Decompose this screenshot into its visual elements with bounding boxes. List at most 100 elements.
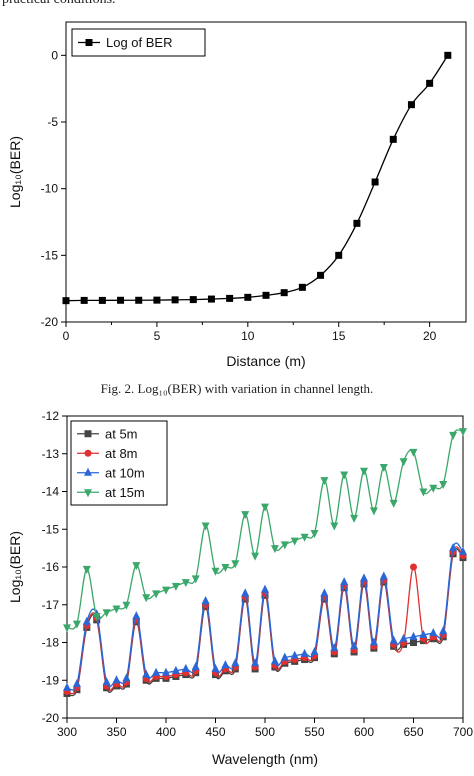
data-point	[389, 499, 398, 508]
data-point	[353, 219, 361, 227]
y-tick-label: -15	[41, 248, 59, 262]
y-tick-label: -12	[42, 409, 60, 423]
y-axis-title: Log₁₀(BER)	[7, 531, 23, 603]
data-point	[335, 251, 343, 259]
y-tick-label: 0	[51, 48, 58, 62]
legend-label: at 5m	[105, 426, 138, 441]
ber-vs-distance-chart: 0 5 10 15 20 0 -5 -10 -15 -20 Distance (m) Log₁₀(BE…	[7, 21, 467, 369]
data-point	[310, 530, 319, 539]
y-tick-label: -15	[42, 522, 60, 536]
x-tick-label: 550	[304, 725, 324, 739]
legend-label: at 8m	[105, 446, 138, 461]
data-point	[340, 471, 349, 480]
data-point	[280, 289, 288, 297]
data-point	[320, 588, 329, 597]
data-point	[350, 641, 359, 650]
legend-label: at 10m	[105, 465, 145, 480]
y-tick-label: -10	[41, 182, 59, 196]
data-point	[399, 458, 408, 467]
data-point	[369, 507, 378, 516]
data-point	[320, 477, 329, 486]
data-point	[379, 463, 388, 472]
x-tick-label: 10	[241, 329, 255, 343]
y-tick-label: -18	[42, 636, 60, 650]
data-point	[429, 484, 438, 493]
data-point	[122, 673, 131, 682]
figure-caption: Fig. 2. Log₁₀(BER) with variation in cha…	[100, 381, 374, 396]
data-point	[63, 682, 71, 691]
data-point	[399, 633, 408, 642]
data-point	[191, 575, 200, 584]
data-point	[207, 295, 215, 303]
data-point	[330, 643, 339, 652]
data-point	[80, 296, 88, 304]
x-tick-label: 450	[205, 725, 225, 739]
legend-label: Log of BER	[106, 35, 173, 50]
data-point	[360, 573, 368, 582]
x-tick-label: 300	[57, 725, 77, 739]
x-axis-title: Distance (m)	[226, 353, 305, 369]
data-point	[162, 667, 170, 676]
data-point	[231, 658, 240, 667]
x-tick-label: 500	[255, 725, 275, 739]
data-point	[221, 564, 230, 572]
data-point	[317, 271, 325, 279]
data-point	[379, 571, 388, 580]
data-point	[226, 294, 234, 302]
top-text-snippet: practical conditions.	[2, 0, 116, 8]
data-point	[262, 291, 270, 299]
y-tick-label: -13	[42, 447, 60, 461]
series-line	[66, 542, 464, 691]
data-point	[142, 594, 151, 603]
data-point	[152, 667, 161, 676]
data-point	[72, 620, 81, 629]
y-tick-label: -17	[42, 598, 60, 612]
data-point	[449, 431, 458, 440]
legend-marker	[84, 489, 92, 498]
data-point	[300, 648, 309, 657]
data-point	[419, 629, 428, 638]
data-point	[98, 296, 106, 304]
legend-marker	[84, 467, 92, 476]
data-point	[102, 609, 111, 618]
y-tick-label: -16	[42, 560, 60, 574]
data-point	[112, 675, 121, 684]
data-point	[290, 650, 299, 659]
data-point	[280, 541, 289, 550]
data-point	[181, 663, 190, 672]
data-point	[449, 543, 458, 552]
data-point	[298, 283, 306, 291]
data-point	[201, 595, 210, 604]
series-line	[65, 54, 449, 302]
y-axis-title: Log₁₀(BER)	[7, 136, 23, 208]
data-point	[62, 297, 70, 305]
data-point	[211, 663, 220, 672]
legend-marker	[85, 39, 93, 46]
legend-label: at 15m	[105, 485, 145, 500]
x-tick-label: 5	[154, 329, 161, 343]
x-tick-label: 700	[453, 725, 473, 739]
data-point	[419, 488, 428, 497]
data-point	[439, 626, 448, 635]
data-point	[82, 565, 91, 574]
data-point	[251, 658, 260, 667]
data-point	[152, 590, 161, 599]
data-point	[270, 545, 279, 554]
y-tick-label: -5	[47, 115, 58, 129]
y-tick-label: -20	[42, 711, 60, 725]
y-tick-label: -19	[42, 673, 60, 687]
data-point	[409, 448, 418, 457]
data-point	[122, 601, 131, 610]
data-point	[132, 611, 141, 620]
data-point	[211, 567, 220, 576]
data-point	[117, 296, 125, 304]
y-tick-label: -20	[41, 315, 59, 329]
data-point	[171, 582, 180, 591]
data-point	[290, 537, 299, 546]
data-point	[280, 652, 289, 661]
x-tick-label: 0	[63, 329, 70, 343]
data-point	[439, 480, 448, 489]
data-point	[72, 679, 81, 688]
data-point	[63, 624, 71, 633]
data-point	[330, 522, 339, 531]
